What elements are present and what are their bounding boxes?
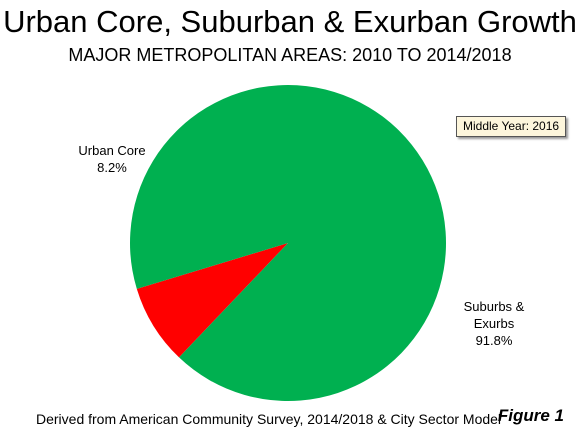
chart-subtitle: MAJOR METROPOLITAN AREAS: 2010 TO 2014/2… [68,45,512,65]
pie-slice-suburbs-exurbs [130,85,447,402]
chart-title: Urban Core, Suburban & Exurban Growth [3,4,577,39]
suburbs-value: 91.8% [475,333,513,348]
urban-core-name: Urban Core [78,143,146,158]
suburbs-exurbs-label: Suburbs & Exurbs 91.8% [454,298,534,349]
pie-slice-urban-core [136,243,288,358]
suburbs-name-line1: Suburbs & [463,299,525,314]
suburbs-name-line2: Exurbs [473,316,515,331]
urban-core-label: Urban Core 8.2% [72,142,152,176]
source-note: Derived from American Community Survey, … [36,411,502,427]
urban-core-value: 8.2% [97,160,127,175]
figure-label: Figure 1 [497,406,564,425]
middle-year-note: Middle Year: 2016 [456,116,567,137]
